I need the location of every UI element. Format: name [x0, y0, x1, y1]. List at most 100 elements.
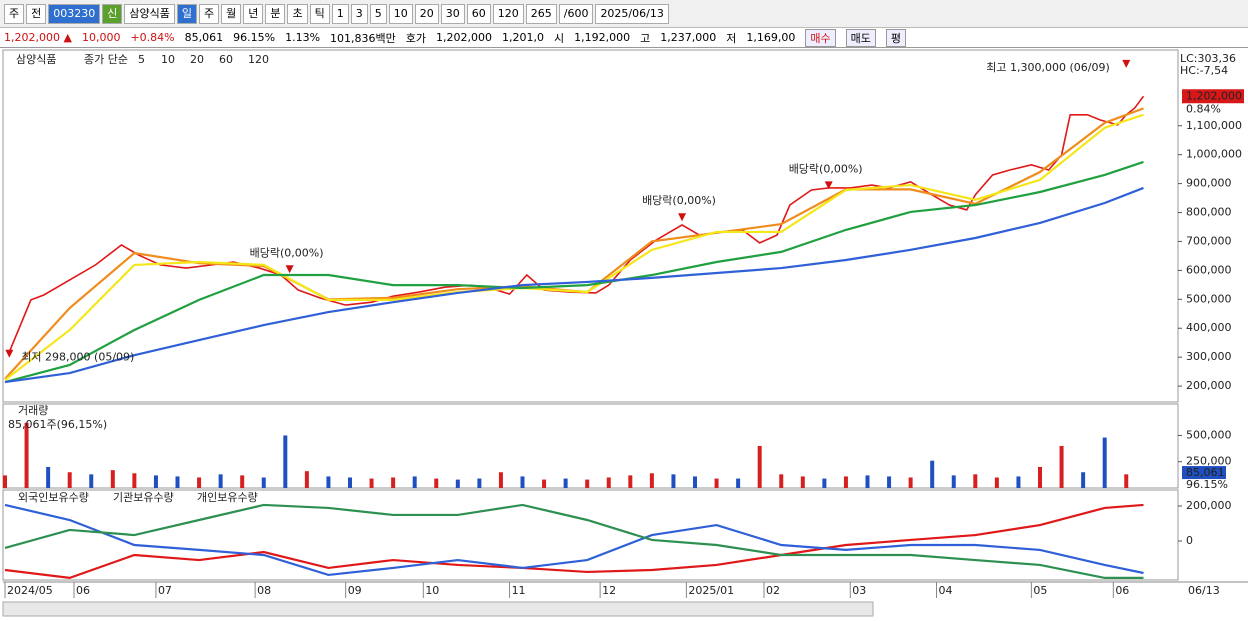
toolbar-item[interactable]: 일: [176, 3, 197, 24]
x-end-label: 06/13: [1188, 584, 1220, 597]
volume-bar: [714, 478, 719, 488]
series-line: [4, 160, 1144, 384]
quote-item[interactable]: 고: [640, 31, 651, 45]
series-line: [4, 503, 1144, 580]
scrollbar: [2, 601, 874, 617]
quote-item[interactable]: 평: [885, 28, 906, 47]
quote-item[interactable]: 101,836백만: [330, 31, 396, 45]
toolbar-item[interactable]: 신: [102, 3, 123, 24]
volume-bar: [326, 476, 331, 488]
x-tick-label: 03: [852, 584, 866, 597]
legend-entry: 기관보유수량: [113, 491, 174, 504]
panel-frame: [2, 49, 1179, 403]
toolbar-item[interactable]: 20: [414, 3, 439, 24]
quote-item[interactable]: 1,237,000: [660, 31, 717, 44]
toolbar-item[interactable]: 전: [26, 3, 47, 24]
x-tick-label: 2024/05: [7, 584, 53, 597]
quote-item[interactable]: 1,192,000: [574, 31, 631, 44]
y-tick-label: 700,000: [1186, 234, 1232, 247]
panel-subtitle: 85,061주(96,15%): [8, 418, 107, 431]
volume-bar: [822, 478, 827, 488]
toolbar-item[interactable]: 분: [265, 3, 286, 24]
toolbar-item[interactable]: 1: [331, 3, 349, 24]
quote-item[interactable]: 1,202,000 ▲: [4, 31, 72, 44]
volume-bar: [434, 478, 439, 488]
volume-bar: [693, 476, 697, 488]
volume-bar: [649, 473, 654, 488]
quote-item[interactable]: 저: [726, 31, 737, 45]
toolbar-item[interactable]: 60: [466, 3, 491, 24]
toolbar-item[interactable]: 틱: [309, 3, 330, 24]
legend-title: 종가 단순: [84, 53, 128, 66]
volume-bar: [563, 478, 568, 488]
toolbar-item[interactable]: 30: [440, 3, 465, 24]
toolbar-item[interactable]: 주: [198, 3, 220, 24]
last-volume-box: [1182, 466, 1226, 480]
toolbar-item[interactable]: 265: [525, 3, 557, 24]
quote-item[interactable]: 시: [554, 31, 565, 45]
series-line: [8, 95, 1145, 353]
volume-bar: [197, 477, 202, 488]
quote-item[interactable]: 1.13%: [285, 31, 321, 44]
volume-bar: [110, 470, 115, 488]
toolbar-item[interactable]: 년: [243, 3, 264, 24]
toolbar-item[interactable]: 삼양식품: [124, 3, 175, 24]
volume-bar: [391, 477, 396, 488]
toolbar-item[interactable]: 003230: [48, 3, 101, 24]
quote-item[interactable]: 1,169,00: [746, 31, 796, 44]
annotation-arrow: [1122, 59, 1131, 68]
quote-item[interactable]: 매도: [845, 28, 876, 47]
toolbar-item[interactable]: 2025/06/13: [595, 3, 669, 24]
legend-entry: 5: [138, 53, 145, 66]
toolbar-item[interactable]: 월: [221, 3, 242, 24]
toolbar-item[interactable]: 120: [492, 3, 524, 24]
annotation: 최저 298,000 (05/09): [21, 351, 134, 364]
quote-item[interactable]: 85,061: [184, 31, 224, 44]
x-tick-label: 04: [939, 584, 953, 597]
y-tick-label: 200,000: [1186, 379, 1232, 392]
quote-item[interactable]: 1,202,000: [436, 31, 492, 44]
series-line: [4, 186, 1144, 384]
volume-bar: [1059, 445, 1064, 488]
volume-bar: [153, 475, 158, 488]
toolbar-item[interactable]: /600: [558, 3, 594, 24]
volume-bar: [865, 475, 870, 488]
x-tick-label: 10: [425, 584, 439, 597]
y-tick-label: 400,000: [1186, 321, 1232, 334]
volume-bar: [973, 474, 978, 488]
volume-bar: [175, 476, 180, 488]
toolbar-item[interactable]: 3: [350, 3, 368, 24]
volume-bar: [1102, 437, 1107, 488]
volume-bar: [1016, 476, 1021, 488]
last-price-label: 1,202,000: [1186, 89, 1242, 102]
volume-bar: [240, 475, 245, 488]
quote-item[interactable]: 10,000: [81, 31, 121, 44]
annotation: 배당락(0,00%): [642, 194, 716, 207]
y-tick-label: 500,000: [1186, 428, 1232, 441]
x-tick-label: 06: [1115, 584, 1129, 597]
toolbar-item[interactable]: 주: [4, 3, 25, 24]
quote-item[interactable]: +0.84%: [130, 31, 175, 44]
y-tick-label: 500,000: [1186, 292, 1232, 305]
volume-bar: [800, 476, 805, 488]
annotation-arrow: [678, 213, 687, 222]
quote-item[interactable]: 매수: [805, 28, 836, 47]
toolbar-item[interactable]: 10: [388, 3, 413, 24]
toolbar-item[interactable]: 초: [287, 3, 308, 24]
toolbar-item[interactable]: 5: [369, 3, 387, 24]
volume-bar: [369, 478, 374, 488]
volume-bar: [1081, 472, 1086, 488]
volume-bar: [1124, 474, 1129, 488]
volume-bar: [628, 475, 633, 488]
volume-bar: [843, 476, 848, 488]
quote-item[interactable]: 1,201,0: [502, 31, 544, 44]
legend-entry: 120: [248, 53, 269, 66]
volume-bar: [218, 474, 223, 488]
panel-label: 삼양식품: [16, 53, 56, 66]
legend-entry: 60: [219, 53, 233, 66]
quote-item[interactable]: 호가: [405, 31, 427, 45]
quote-item[interactable]: 96.15%: [233, 31, 276, 44]
y-tick-label: 1,100,000: [1186, 119, 1242, 132]
volume-bar: [671, 474, 676, 488]
